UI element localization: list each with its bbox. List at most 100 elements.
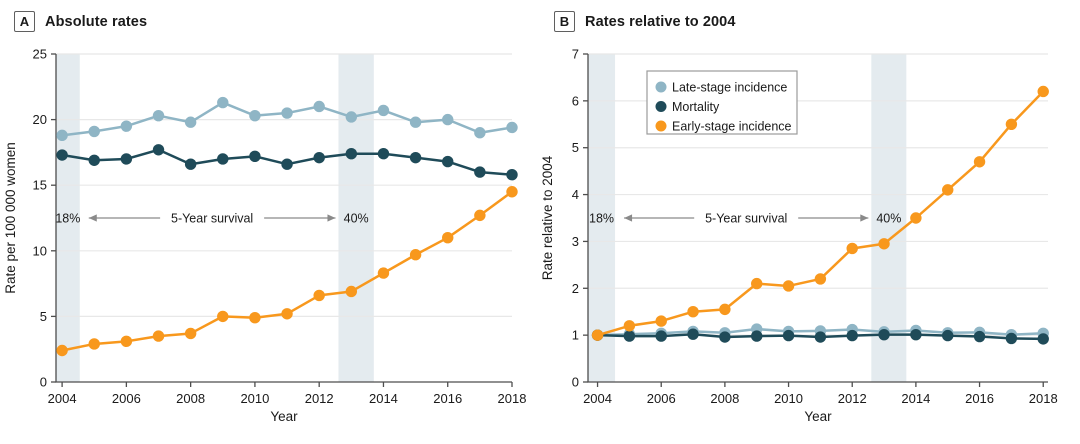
data-point-late-stage-incidence-2012 bbox=[313, 100, 325, 113]
x-tick-label: 2004 bbox=[583, 391, 612, 406]
y-tick-label: 25 bbox=[33, 47, 47, 62]
data-point-mortality-2006 bbox=[120, 153, 133, 165]
data-point-early-stage-incidence-2013 bbox=[878, 238, 890, 250]
data-point-mortality-2009 bbox=[751, 330, 763, 342]
x-axis-label: Year bbox=[804, 409, 832, 424]
x-tick-label: 2012 bbox=[305, 391, 334, 406]
legend-label-mortality: Mortality bbox=[672, 100, 720, 114]
x-tick-label: 2018 bbox=[1029, 391, 1058, 406]
survival-right-value: 40% bbox=[876, 212, 901, 226]
legend: Late-stage incidence Mortality Early-stage… bbox=[646, 70, 798, 135]
y-tick-label: 6 bbox=[572, 93, 579, 108]
data-point-late-stage-incidence-2016 bbox=[442, 113, 454, 126]
data-point-mortality-2007 bbox=[687, 328, 699, 340]
legend-marker-early-stage-incidence-icon bbox=[655, 120, 667, 132]
data-point-mortality-2006 bbox=[655, 330, 667, 342]
series-early-stage-incidence bbox=[56, 186, 518, 357]
bands-group bbox=[588, 54, 907, 382]
data-point-early-stage-incidence-2018 bbox=[1037, 85, 1049, 98]
x-tick-label: 2006 bbox=[112, 391, 141, 406]
data-point-early-stage-incidence-2017 bbox=[1005, 118, 1018, 130]
x-tick-label: 2014 bbox=[901, 391, 930, 406]
arrowhead-right-icon bbox=[860, 214, 869, 222]
panel-a-letter: A bbox=[14, 11, 35, 32]
data-point-early-stage-incidence-2015 bbox=[409, 249, 422, 261]
x-tick-label: 2006 bbox=[647, 391, 676, 406]
data-point-early-stage-incidence-2007 bbox=[152, 330, 165, 342]
data-point-late-stage-incidence-2011 bbox=[281, 107, 293, 119]
y-tick-label: 0 bbox=[40, 375, 47, 390]
x-tick-label: 2008 bbox=[176, 391, 205, 406]
survival-center-label: 5-Year survival bbox=[171, 212, 253, 226]
legend-marker-mortality-icon bbox=[655, 101, 667, 112]
data-point-mortality-2010 bbox=[249, 150, 261, 163]
data-point-mortality-2005 bbox=[88, 154, 100, 166]
data-point-early-stage-incidence-2016 bbox=[973, 156, 986, 168]
data-point-mortality-2004 bbox=[56, 149, 68, 161]
data-point-early-stage-incidence-2012 bbox=[313, 289, 325, 302]
data-point-late-stage-incidence-2005 bbox=[88, 125, 100, 138]
data-point-late-stage-incidence-2004 bbox=[56, 129, 68, 142]
panel-b-title: Rates relative to 2004 bbox=[585, 13, 736, 30]
x-tick-label: 2010 bbox=[774, 391, 803, 406]
survival-center-label: 5-Year survival bbox=[705, 212, 787, 226]
y-tick-label: 20 bbox=[33, 112, 47, 127]
y-tick-label: 2 bbox=[572, 281, 579, 296]
data-point-mortality-2017 bbox=[474, 166, 486, 178]
data-point-early-stage-incidence-2009 bbox=[751, 277, 763, 290]
data-point-mortality-2013 bbox=[345, 148, 358, 160]
x-ticks-group: 2004 2006 2008 2010 2012 2014 2016 2018 bbox=[583, 382, 1058, 406]
data-point-mortality-2011 bbox=[814, 331, 827, 343]
survival-right-value: 40% bbox=[344, 212, 369, 226]
panel-b: B Rates relative to 2004 18% 40% 5-Year su… bbox=[540, 0, 1080, 444]
y-tick-label: 1 bbox=[572, 328, 579, 343]
data-point-mortality-2016 bbox=[973, 330, 986, 343]
data-point-late-stage-incidence-2010 bbox=[249, 109, 261, 122]
data-point-early-stage-incidence-2007 bbox=[687, 306, 699, 318]
data-point-early-stage-incidence-2008 bbox=[184, 327, 197, 340]
x-tick-label: 2018 bbox=[498, 391, 527, 406]
x-tick-label: 2012 bbox=[838, 391, 867, 406]
y-tick-label: 3 bbox=[572, 234, 579, 249]
data-point-early-stage-incidence-2016 bbox=[442, 231, 454, 244]
data-point-early-stage-incidence-2008 bbox=[719, 303, 731, 316]
survival-annotation: 18% 40% 5-Year survival bbox=[589, 212, 901, 226]
shaded-band-2 bbox=[871, 54, 907, 382]
series-line bbox=[60, 190, 514, 352]
data-point-early-stage-incidence-2005 bbox=[623, 320, 636, 332]
y-tick-label: 5 bbox=[40, 309, 47, 324]
data-point-early-stage-incidence-2018 bbox=[506, 186, 518, 198]
data-point-mortality-2007 bbox=[152, 144, 165, 156]
legend-marker-late-stage-incidence-icon bbox=[655, 81, 667, 93]
y-tick-label: 15 bbox=[33, 178, 47, 193]
data-point-late-stage-incidence-2007 bbox=[152, 109, 165, 122]
data-point-mortality-2005 bbox=[623, 330, 636, 342]
y-tick-label: 0 bbox=[572, 375, 579, 390]
data-point-mortality-2009 bbox=[217, 153, 229, 165]
data-point-early-stage-incidence-2010 bbox=[249, 312, 261, 324]
panel-a: A Absolute rates 18% 40% 5-Year survival 0 5… bbox=[3, 11, 527, 424]
survival-annotation: 18% 40% 5-Year survival bbox=[55, 212, 368, 226]
data-point-early-stage-incidence-2009 bbox=[217, 310, 229, 323]
data-point-early-stage-incidence-2012 bbox=[846, 242, 858, 255]
data-point-mortality-2011 bbox=[281, 158, 293, 170]
data-point-mortality-2010 bbox=[782, 329, 795, 342]
series-mortality bbox=[591, 328, 1049, 345]
data-point-early-stage-incidence-2017 bbox=[474, 209, 486, 222]
gridlines-group bbox=[56, 53, 512, 317]
series-late-stage-incidence bbox=[56, 96, 518, 142]
data-point-late-stage-incidence-2013 bbox=[345, 111, 358, 123]
data-point-late-stage-incidence-2018 bbox=[506, 121, 518, 134]
panel-a-title: Absolute rates bbox=[45, 13, 148, 30]
legend-label-early-stage-incidence: Early-stage incidence bbox=[672, 120, 792, 134]
panel-a-header: A Absolute rates bbox=[14, 11, 147, 32]
data-point-mortality-2008 bbox=[719, 331, 731, 343]
y-ticks-group: 0 1 2 3 4 5 6 7 bbox=[572, 47, 588, 390]
data-point-late-stage-incidence-2014 bbox=[377, 104, 390, 117]
data-point-early-stage-incidence-2013 bbox=[345, 285, 358, 298]
data-point-mortality-2012 bbox=[846, 329, 858, 342]
data-point-mortality-2012 bbox=[313, 151, 325, 164]
data-point-mortality-2014 bbox=[910, 328, 922, 341]
y-tick-label: 4 bbox=[572, 187, 579, 202]
